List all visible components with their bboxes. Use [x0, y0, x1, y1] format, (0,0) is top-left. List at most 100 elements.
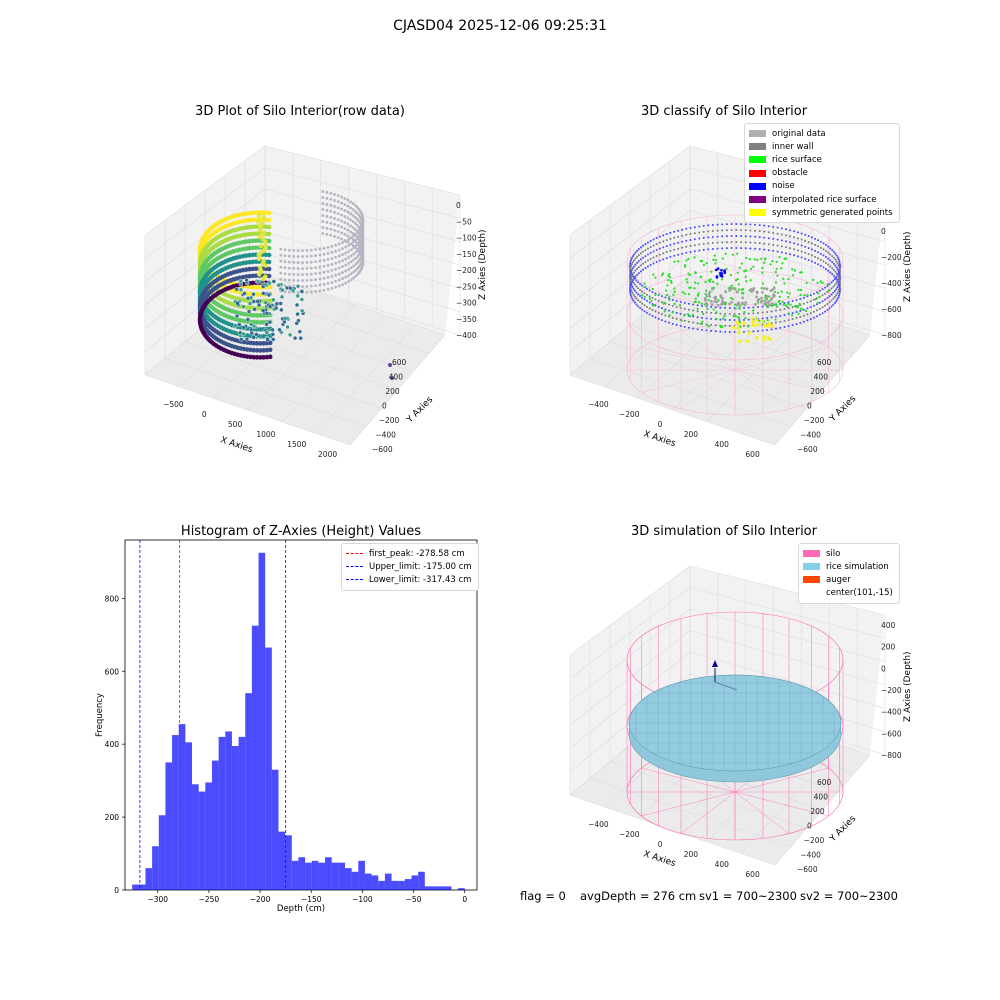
- classify-wall-point: [639, 246, 642, 249]
- simulation-zlabel: Z Axies (Depth): [903, 651, 913, 722]
- classify-surface-point: [702, 312, 705, 315]
- classify-wall-point: [830, 299, 833, 302]
- classify-wall-point: [644, 243, 647, 246]
- raw-point: [344, 263, 348, 267]
- classify-wall-point: [633, 277, 636, 280]
- classify-wall-point: [675, 323, 678, 326]
- raw-point: [322, 276, 326, 280]
- classify-surface-point: [670, 281, 673, 284]
- histogram-bar: [185, 742, 193, 890]
- classify-wall-point: [657, 317, 660, 320]
- classify-wall-point: [806, 307, 809, 310]
- raw-point: [282, 319, 287, 325]
- raw-point: [258, 348, 263, 353]
- classify-wall-point: [629, 280, 632, 283]
- raw-point: [357, 234, 361, 238]
- raw-point: [262, 248, 267, 253]
- raw-point: [244, 277, 249, 283]
- raw-point: [295, 293, 300, 299]
- raw-point: [357, 264, 361, 268]
- classify-wall-point: [654, 310, 657, 313]
- classify-wall-point: [693, 238, 696, 241]
- classify-legend-swatch: [749, 130, 766, 138]
- classify-original-point: [704, 301, 708, 305]
- raw-point: [361, 252, 364, 256]
- classify-wall-point: [779, 326, 782, 329]
- classify-wall-point: [733, 312, 736, 315]
- classify-wall-point: [819, 246, 822, 249]
- raw-point: [256, 238, 262, 243]
- histogram-bar: [218, 736, 226, 890]
- raw-point: [326, 252, 330, 255]
- histogram-bar: [251, 625, 259, 890]
- classify-xlabel: X Axies: [642, 429, 677, 449]
- classify-wall-point: [689, 244, 692, 247]
- classify-surface-point: [812, 278, 815, 281]
- classify-wall-point: [651, 290, 654, 293]
- classify-surface-point: [799, 288, 803, 292]
- raw-point: [349, 206, 352, 210]
- raw-point: [347, 238, 350, 241]
- classify-surface-point: [691, 313, 694, 316]
- classify-wall-point: [834, 276, 837, 279]
- classify-wall-point: [633, 295, 636, 298]
- raw-point: [329, 233, 333, 237]
- classify-wall-point: [705, 329, 708, 332]
- classify-wall-point: [664, 296, 667, 299]
- classify-wall-point: [652, 244, 655, 247]
- simulation-ylabel: Y Axies: [827, 814, 858, 845]
- classify-wall-point: [630, 257, 633, 260]
- classify-surface-point: [650, 299, 653, 302]
- classify-wall-point: [772, 243, 775, 246]
- raw-point: [257, 234, 263, 240]
- raw-point: [349, 272, 353, 276]
- classify-wall-point: [763, 236, 766, 239]
- classify-surface-point: [725, 267, 728, 270]
- raw-point: [334, 255, 338, 259]
- classify-wall-point: [772, 237, 775, 240]
- classify-surface-point: [705, 262, 708, 265]
- classify-symmetric-point: [762, 337, 766, 342]
- raw-point: [309, 272, 313, 276]
- raw-point: [360, 260, 364, 264]
- classify-original-point: [741, 301, 744, 305]
- raw-point: [329, 197, 333, 201]
- raw-point: [326, 288, 330, 291]
- classify-wall-point: [685, 233, 688, 236]
- histogram-bar: [438, 886, 445, 890]
- classify-surface-point: [651, 304, 655, 307]
- classify-wall-point: [793, 230, 796, 233]
- raw-point: [314, 266, 318, 270]
- raw-point: [359, 250, 363, 254]
- classify-wall-point: [810, 236, 813, 239]
- raw-point: [341, 241, 344, 244]
- classify-surface-point: [693, 287, 696, 290]
- raw-point: [361, 258, 364, 262]
- classify-xtick: 400: [715, 440, 730, 449]
- classify-wall-point: [730, 235, 733, 238]
- classify-surface-point: [760, 287, 763, 290]
- classify-surface-point: [761, 271, 764, 274]
- classify-wall-point: [643, 292, 646, 295]
- classify-wall-point: [716, 241, 719, 244]
- classify-original-point: [767, 303, 771, 307]
- raw-point: [337, 278, 341, 282]
- classify-wall-point: [780, 251, 783, 254]
- classify-surface-point: [797, 288, 800, 292]
- classify-symmetric-point: [751, 319, 755, 324]
- simulation-cylinder-spoke: [680, 791, 736, 834]
- classify-wall-point: [747, 318, 750, 321]
- classify-wall-point: [785, 240, 788, 243]
- histogram-legend: first_peak: -278.58 cm Upper_limit: -175.…: [341, 543, 479, 591]
- raw-point: [266, 245, 272, 251]
- classify-wall-point: [698, 249, 701, 252]
- classify-wall-point: [721, 235, 724, 238]
- classify-wall-point: [827, 251, 830, 254]
- raw-point: [349, 212, 352, 216]
- classify-legend-label: obstacle: [772, 168, 808, 179]
- classify-wall-point: [836, 262, 839, 265]
- classify-wall-point: [766, 310, 769, 313]
- classify-surface-point: [738, 307, 741, 310]
- classify-wall-point: [776, 226, 779, 229]
- classify-wall-point: [735, 247, 738, 250]
